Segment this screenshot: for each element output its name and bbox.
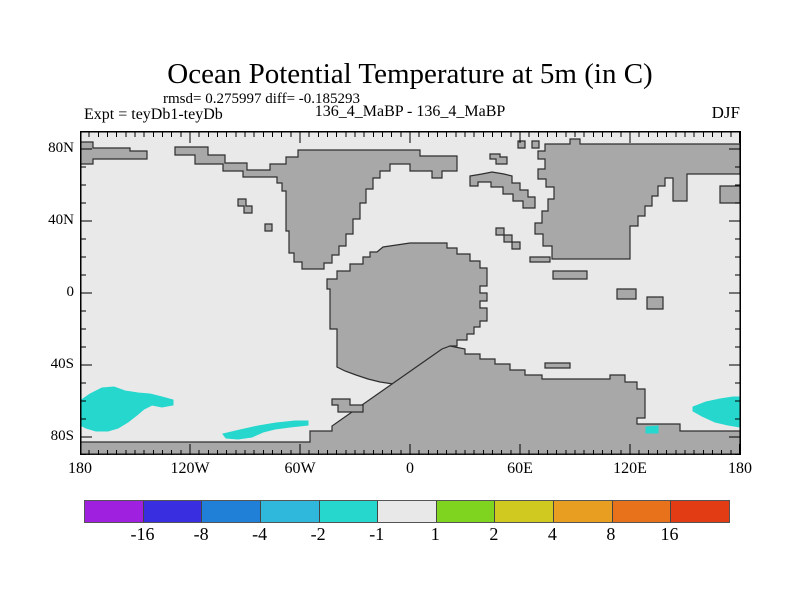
x-tick-label: 180 — [728, 460, 752, 477]
landmass — [517, 140, 526, 149]
landmass — [80, 345, 741, 455]
landmass — [174, 146, 458, 270]
landmass — [719, 185, 741, 204]
colorbar-boundary-label: -1 — [369, 524, 385, 544]
colorbar-boundary-label: 4 — [547, 524, 557, 544]
colorbar-cell — [671, 501, 730, 522]
y-tick-label: 80N — [48, 140, 74, 156]
colorbar-cell — [202, 501, 261, 522]
season-label: DJF — [711, 103, 740, 122]
x-tick-label: 0 — [406, 460, 414, 477]
case-label: 136_4_MaBP - 136_4_MaBP — [314, 103, 506, 120]
landmass — [616, 288, 637, 300]
colorbar-cell — [378, 501, 437, 522]
x-tick-label: 120W — [170, 460, 210, 477]
colorbar-boundary-label: 16 — [660, 524, 679, 544]
landmass — [544, 362, 571, 369]
landmass — [531, 140, 540, 149]
landmass — [331, 398, 364, 413]
experiment-label: Expt = teyDb1-teyDb — [84, 106, 223, 123]
negative-anomaly-patch — [80, 386, 174, 432]
colorbar-cell — [260, 501, 320, 522]
colorbar — [84, 500, 730, 523]
colorbar-boundary-label: -4 — [252, 524, 268, 544]
world-map-plot — [80, 131, 741, 455]
colorbar-boundary-label: 1 — [430, 524, 440, 544]
landmass — [80, 141, 148, 165]
colorbar-cell — [554, 501, 613, 522]
x-tick-label: 120E — [613, 460, 647, 477]
colorbar-cell — [143, 501, 203, 522]
colorbar-cell — [495, 501, 555, 522]
landmass — [326, 242, 488, 385]
colorbar-cell — [85, 501, 144, 522]
x-tick-label: 60E — [507, 460, 533, 477]
plot-title: Ocean Potential Temperature at 5m (in C) — [167, 58, 653, 90]
stats-line: rmsd= 0.275997 diff= -0.185293 — [163, 91, 361, 107]
y-tick-label: 80S — [50, 428, 74, 444]
colorbar-cell — [436, 501, 496, 522]
y-tick-label: 0 — [66, 284, 75, 300]
landmass — [552, 270, 588, 280]
colorbar-boundary-label: -16 — [130, 524, 155, 544]
y-tick-label: 40N — [48, 212, 74, 228]
landmass — [495, 227, 505, 236]
landmass — [237, 198, 253, 214]
landmass — [511, 241, 521, 250]
landmass — [469, 171, 536, 209]
colorbar-cell — [612, 501, 672, 522]
colorbar-boundary-label: 8 — [606, 524, 616, 544]
x-tick-label: 60W — [284, 460, 316, 477]
colorbar-boundary-label: 2 — [489, 524, 499, 544]
landmass — [503, 234, 513, 243]
map-frame — [80, 131, 741, 455]
negative-anomaly-patch — [645, 425, 659, 434]
y-tick-label: 40S — [50, 356, 74, 372]
landmass — [489, 153, 508, 165]
landmass — [529, 256, 551, 263]
colorbar-boundary-label: -2 — [310, 524, 326, 544]
colorbar-cell — [319, 501, 379, 522]
x-tick-label: 180 — [68, 460, 92, 477]
landmass — [534, 138, 741, 260]
landmass — [646, 296, 664, 310]
negative-anomaly-patch — [222, 420, 309, 440]
landmass — [264, 223, 273, 232]
colorbar-boundary-label: -8 — [193, 524, 209, 544]
